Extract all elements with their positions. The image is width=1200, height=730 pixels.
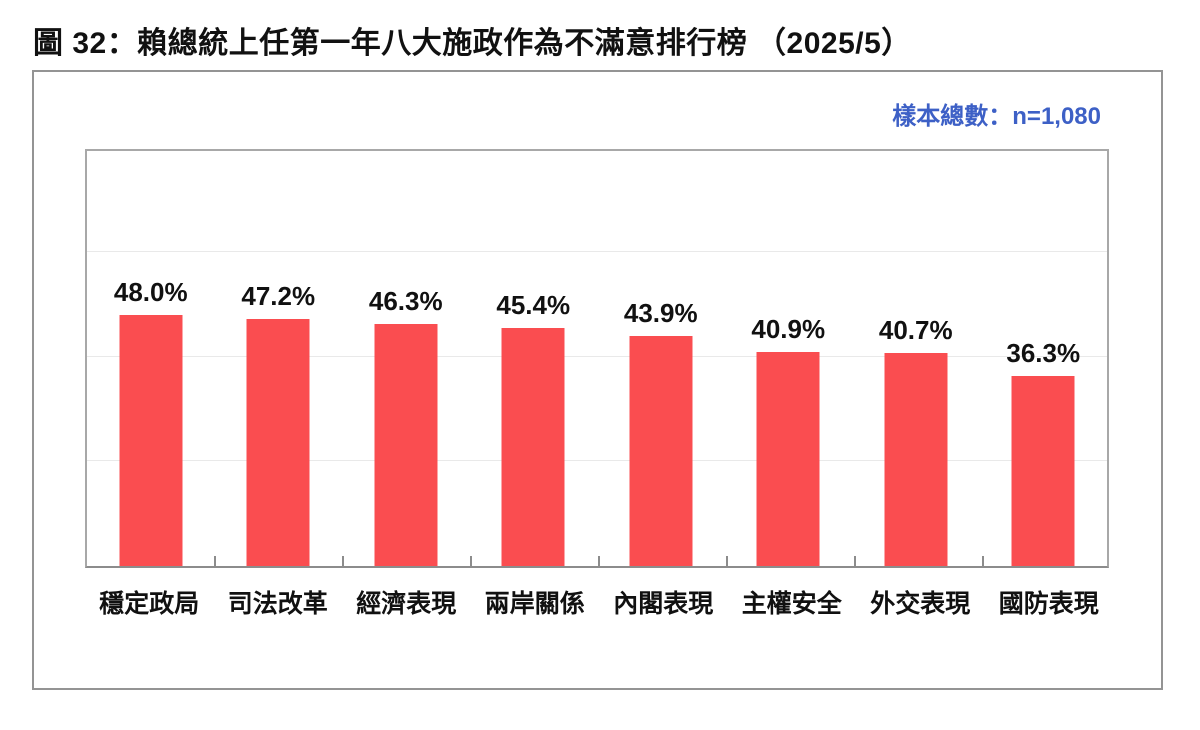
bar-5 [629,336,693,566]
bar-7 [884,352,948,566]
bar-2 [246,318,310,566]
x-axis-tick [854,556,856,566]
bar-slot: 43.9% [597,151,725,566]
x-axis-label: 內閣表現 [613,590,714,618]
x-axis-label: 國防表現 [998,590,1099,618]
bar-slot: 46.3% [342,151,470,566]
bar-slots: 48.0% 47.2% 46.3% 45.4% 43.9% 40.9% 40.7% 36.3% [87,151,1107,566]
bar-slot: 48.0% [87,151,215,566]
chart-card: 樣本總數：n=1,080 48.0% 47.2% 46.3% 45.4% 43.9% 40… [32,70,1163,690]
bar-slot: 45.4% [470,151,598,566]
bar-slot: 47.2% [215,151,343,566]
bar-slot: 36.3% [980,151,1108,566]
x-axis-label: 主權安全 [741,590,842,618]
value-label: 45.4% [496,290,571,321]
x-axis-label: 經濟表現 [356,590,457,618]
bar-1 [119,314,183,566]
gridline-60 [87,250,1107,252]
value-label: 36.3% [1006,337,1081,368]
value-label: 40.9% [751,313,826,344]
sample-size-label: 樣本總數：n=1,080 [892,103,1101,130]
bar-4 [501,328,565,566]
x-axis-label: 外交表現 [870,590,971,618]
x-axis-tick [726,556,728,566]
gridline-20 [87,460,1107,462]
x-axis-labels: 穩定政局 司法改革 經濟表現 兩岸關係 內閣表現 主權安全 外交表現 國防表現 [85,584,1113,620]
gridline-40 [87,355,1107,357]
bar-slot: 40.7% [852,151,980,566]
x-axis-tick [214,556,216,566]
x-axis-label: 兩岸關係 [484,590,585,618]
value-label: 43.9% [623,298,698,329]
x-axis-label: 司法改革 [227,590,328,618]
plot-area: 48.0% 47.2% 46.3% 45.4% 43.9% 40.9% 40.7% 36.3% [85,149,1109,568]
value-label: 47.2% [241,280,316,311]
bar-8 [1011,375,1075,566]
x-axis-tick [982,556,984,566]
value-label: 48.0% [113,276,188,307]
bar-slot: 40.9% [725,151,853,566]
figure-title: 圖 32：賴總統上任第一年八大施政作為不滿意排行榜 （2025/5） [33,27,912,60]
x-axis-tick [342,556,344,566]
bar-6 [756,351,820,566]
value-label: 40.7% [878,314,953,345]
x-axis-label: 穩定政局 [99,590,200,618]
bar-3 [374,323,438,566]
x-axis-tick [470,556,472,566]
value-label: 46.3% [368,285,443,316]
x-axis-tick [598,556,600,566]
